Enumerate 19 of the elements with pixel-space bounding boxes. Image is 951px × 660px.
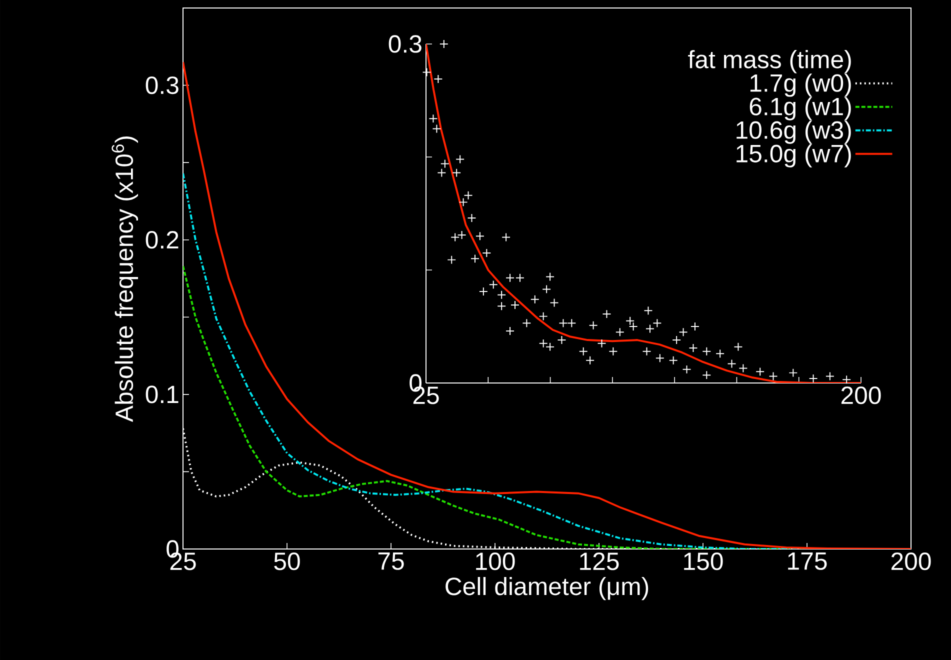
y-tick-label: 0.3	[388, 35, 422, 53]
x-tick-label: 175	[788, 552, 827, 570]
y-tick-label: 0.3	[146, 76, 178, 94]
y-tick-label: 0.2	[146, 231, 178, 249]
legend-label: 1.7g (w0)	[750, 74, 851, 97]
x-tick-label: 150	[684, 552, 723, 570]
x-tick-label: 200	[841, 386, 881, 404]
legend-label: 6.1g (w1)	[750, 97, 851, 120]
legend-label: 15.0g (w7)	[736, 144, 851, 168]
legend-title: fat mass (time)	[688, 50, 851, 74]
x-tick-label: 200	[891, 552, 931, 570]
y-axis-title: Absolute frequency (x10$^{6}$)	[112, 136, 138, 422]
x-tick-label: 100	[476, 552, 515, 570]
legend-label: 10.6g (w3)	[736, 120, 851, 144]
x-tick-label: 50	[274, 552, 300, 570]
y-tick-label: 0.1	[146, 386, 178, 404]
x-tick-label: 125	[580, 552, 619, 570]
x-axis-title: Cell diameter (μm)	[446, 576, 648, 600]
x-tick-label: 75	[378, 552, 404, 570]
